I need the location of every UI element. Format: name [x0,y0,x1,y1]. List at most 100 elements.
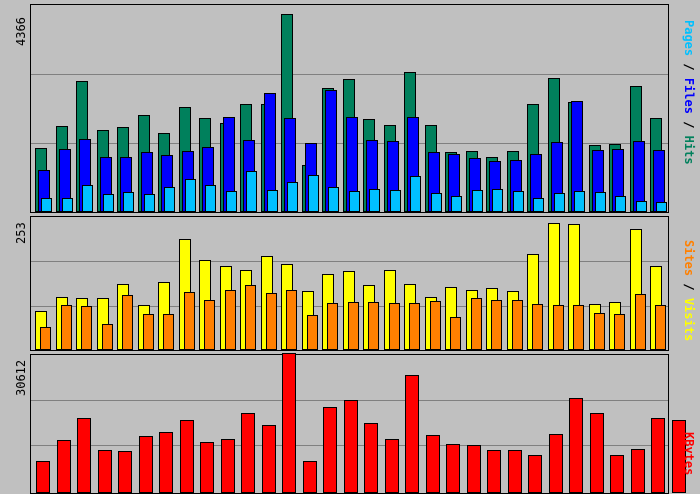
bar-sites [245,285,256,350]
kbytes-chart-panel [30,353,686,494]
bar-pages [553,193,565,212]
bar-pages [287,182,298,212]
bar-pages [512,191,524,212]
legend-kbytes: KBytes [682,432,696,476]
bar-sites [286,290,297,350]
bar-pages [205,185,216,212]
bar-kbytes [528,455,542,493]
legend-separator: / [682,121,696,129]
bar-pages [574,191,585,212]
bar-pages [430,193,442,212]
bar-pages [328,187,339,212]
bar-kbytes [118,451,132,493]
bar-pages [492,189,503,212]
bar-kbytes [610,455,624,493]
bar-pages [102,194,114,212]
bar-sites [614,314,625,350]
bar-kbytes [548,434,563,493]
legend-visits: Visits [682,297,696,342]
gridline [31,73,668,75]
bar-pages [266,190,278,212]
bar-sites [573,305,584,350]
bar-kbytes [282,353,296,493]
legend-files: Files [682,77,696,114]
bar-sites [655,305,666,350]
legend-pages: Pages [682,20,696,57]
bar-kbytes [159,432,173,493]
bar-sites [532,304,543,350]
bar-sites [142,314,154,350]
bar-pages [82,185,93,212]
bar-kbytes [200,442,214,493]
legend-separator: / [682,63,696,71]
bar-sites [470,298,482,350]
bar-pages [451,196,462,212]
bar-sites [224,290,236,350]
bar-sites [347,302,359,350]
bar-sites [368,302,379,350]
bar-sites [183,292,195,350]
bar-kbytes [589,413,604,493]
visits-sites-chart-panel [30,216,669,351]
bar-kbytes [77,418,91,493]
bar-pages [533,198,544,212]
bar-kbytes [261,425,276,493]
bar-kbytes [56,440,71,493]
bar-sites [40,327,51,350]
bar-kbytes [323,407,337,493]
bar-sites [593,313,605,350]
bar-sites [450,317,461,350]
bar-pages [369,189,380,212]
bar-sites [552,305,564,350]
hits-ymax-label: 4366 [14,17,28,46]
bar-pages [656,202,667,212]
bar-kbytes [302,461,317,493]
bar-pages [594,192,606,212]
bar-kbytes [364,423,378,493]
bar-sites [388,303,400,350]
kbytes-ymax-label: 30612 [14,359,28,396]
bar-pages [225,191,237,212]
bar-pages [471,190,483,212]
legend-hits: Hits [682,135,696,165]
kbytes-legend: KBytes [682,432,696,475]
bar-pages [389,190,401,212]
bar-sites [60,305,72,350]
bar-pages [143,194,155,212]
legend-sites: Sites [682,240,696,277]
bar-pages [307,175,319,212]
bar-sites [122,295,133,350]
gridline [31,261,668,263]
bar-pages [123,192,134,212]
bar-pages [246,171,257,212]
visits-ymax-label: 253 [14,222,28,244]
bar-sites [409,303,420,350]
bar-kbytes [630,449,645,493]
hits-files-pages-chart-panel [30,4,669,213]
bar-pages [635,201,647,212]
bar-pages [164,187,175,212]
bar-kbytes [446,444,460,493]
bar-sites [101,324,113,350]
bar-sites [163,314,174,350]
bar-sites [306,315,318,350]
legend-separator: / [682,283,696,291]
bar-kbytes [425,435,440,493]
bar-sites [327,303,338,350]
bar-kbytes [651,418,665,493]
bar-sites [634,294,646,350]
bar-sites [511,300,523,350]
hits-files-pages-legend: Pages / Files / Hits [682,20,696,165]
bar-kbytes [343,400,358,493]
bar-kbytes [241,413,255,493]
bar-kbytes [487,450,501,493]
bar-sites [491,300,502,350]
bar-sites [81,306,92,350]
bar-pages [184,179,196,212]
bar-pages [348,191,360,212]
bar-kbytes [507,450,522,493]
bar-kbytes [569,398,583,493]
bar-pages [615,196,626,212]
bar-kbytes [179,420,194,493]
bar-sites [265,293,277,350]
